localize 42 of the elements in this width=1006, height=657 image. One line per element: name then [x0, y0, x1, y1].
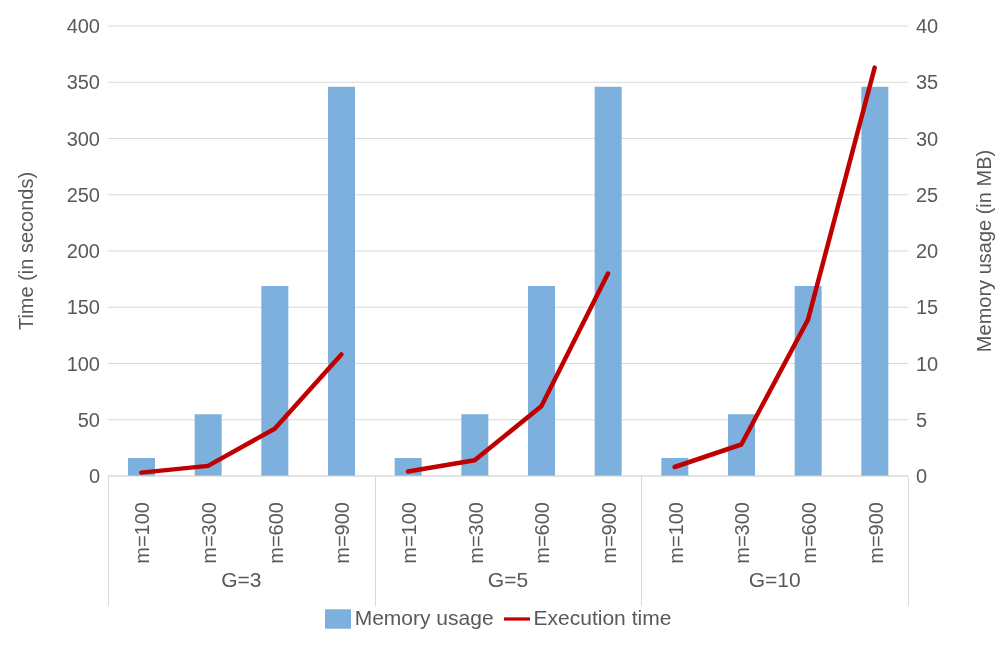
y-tick-label: 0 [88, 465, 100, 488]
x-tick-label: m=900 [331, 502, 354, 564]
y2-tick-label: 25 [916, 183, 939, 206]
y-tick-label: 250 [66, 183, 100, 206]
text: G=10 [747, 568, 802, 592]
bar [861, 86, 889, 476]
y2-tick-label: 15 [916, 296, 939, 319]
y-axis-title: Time (in seconds) [15, 171, 38, 331]
x-tick-label: m=900 [864, 502, 887, 564]
bar [794, 285, 822, 476]
bar [261, 285, 289, 476]
x-tick-label: m=100 [131, 502, 154, 564]
text: G=3 [220, 568, 263, 592]
x-tick-label: m=100 [398, 502, 420, 564]
y-tick-label: 100 [66, 352, 100, 375]
y-tick-label: 300 [66, 127, 100, 150]
y2-tick-label: 20 [916, 240, 939, 263]
y-tick-label: 200 [66, 240, 100, 263]
y2-tick-label: 35 [916, 71, 939, 94]
x-tick-label: m=900 [598, 502, 620, 564]
y2-axis-title: Memory usage (in MB) [973, 149, 996, 353]
bar [328, 86, 355, 476]
y2-tick-label: 5 [916, 408, 928, 431]
x-tick-label: m=300 [731, 502, 754, 564]
bar [194, 414, 222, 476]
y-tick-label: 400 [66, 15, 100, 38]
x-tick-label: m=600 [264, 502, 287, 564]
y2-tick-label: 10 [916, 352, 939, 375]
legend-label: Memory usage [354, 606, 494, 629]
y-tick-label: 150 [66, 296, 100, 319]
x-tick-label: m=300 [198, 502, 220, 564]
y-tick-label: 350 [66, 71, 100, 94]
x-tick-label: m=100 [664, 502, 687, 564]
x-tick-label: m=600 [531, 502, 554, 564]
y-tick-label: 50 [77, 408, 100, 431]
y2-tick-label: 0 [916, 465, 928, 488]
y2-tick-label: 40 [916, 15, 939, 38]
text: G=5 [486, 568, 530, 592]
x-tick-label: m=600 [798, 502, 820, 564]
legend-label: Execution time [533, 606, 672, 629]
x-tick-label: m=300 [464, 502, 487, 564]
y2-tick-label: 30 [916, 127, 939, 150]
